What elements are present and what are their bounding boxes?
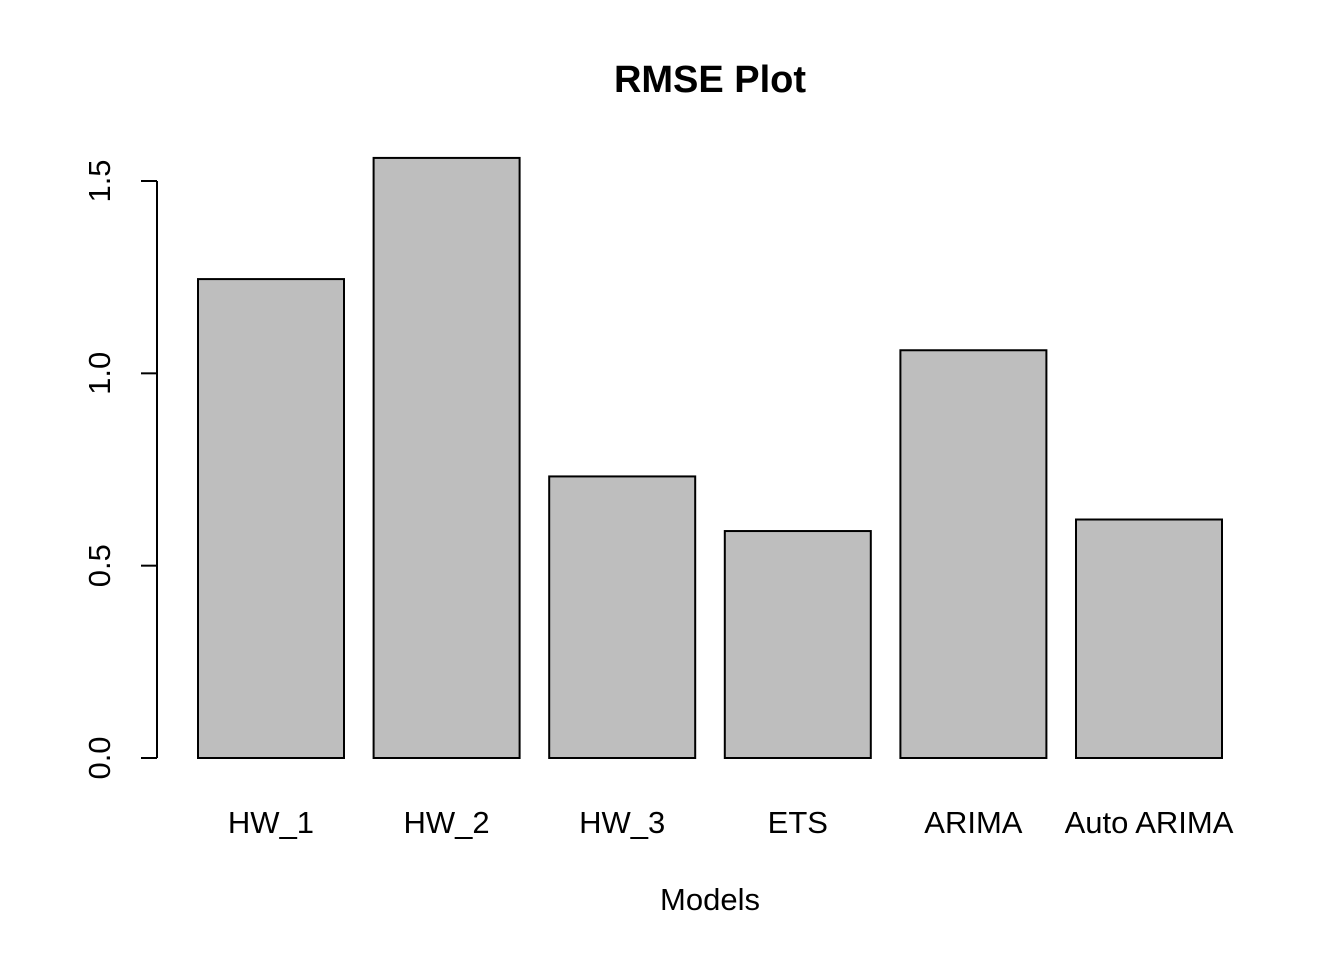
x-tick-label: ARIMA [924,805,1023,840]
y-tick-label: 1.0 [82,352,117,395]
chart-title: RMSE Plot [614,59,806,101]
y-tick-label: 0.0 [82,736,117,779]
y-tick-label: 0.5 [82,544,117,587]
x-tick-label: HW_1 [228,805,314,840]
x-tick-label: HW_2 [404,805,490,840]
bar-arima [899,349,1048,759]
bar-hw-3 [548,475,697,759]
x-tick-label: Auto ARIMA [1065,805,1234,840]
y-axis: 0.0 0.5 1.0 1.5 [82,159,158,780]
x-axis-label: Models [660,882,760,917]
y-tick-label: 1.5 [82,159,117,202]
x-tick-label: ETS [768,805,828,840]
bar-auto-arima [1075,518,1223,759]
bars-group [197,156,1223,760]
bar-hw-2 [372,156,521,760]
bar-ets [723,530,872,760]
bar-hw-1 [197,278,345,759]
x-tick-labels: HW_1 HW_2 HW_3 ETS ARIMA Auto ARIMA [228,805,1234,840]
x-tick-label: HW_3 [579,805,665,840]
